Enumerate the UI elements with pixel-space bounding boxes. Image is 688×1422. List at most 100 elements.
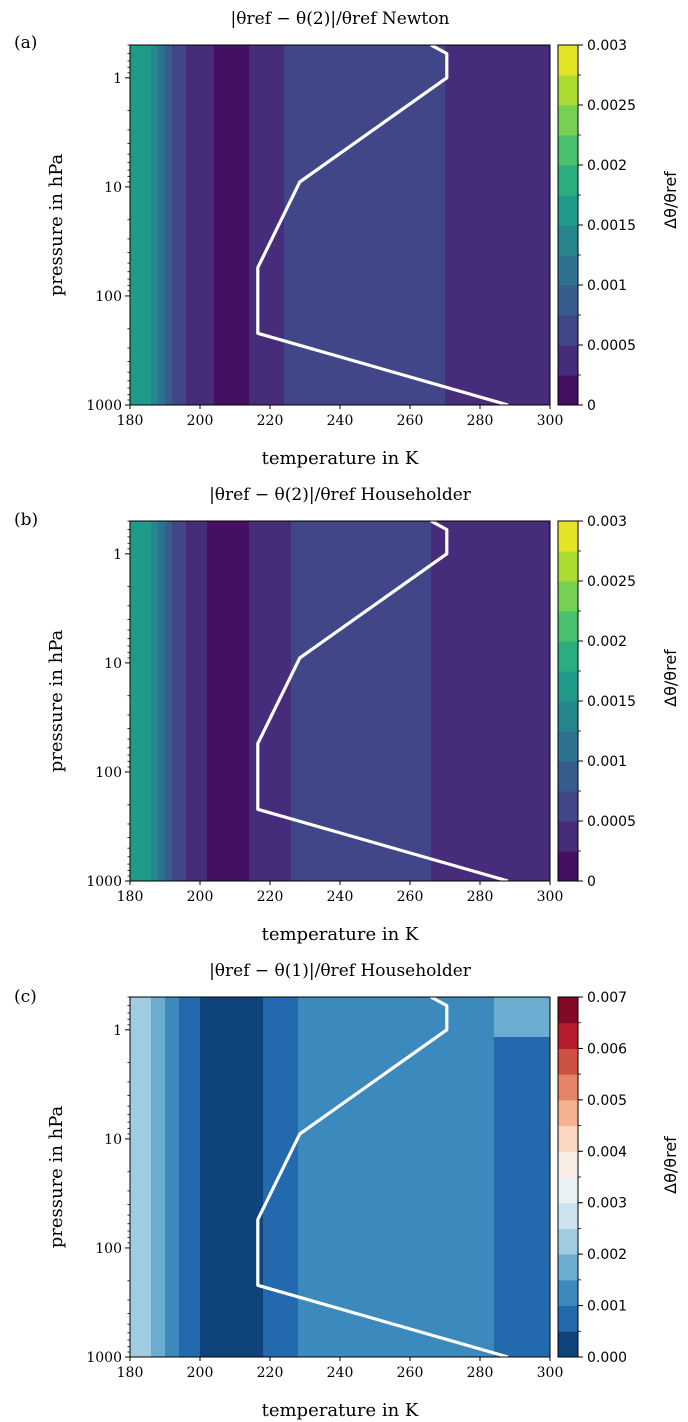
heatmap-cell bbox=[417, 180, 425, 186]
heatmap-cell bbox=[193, 165, 201, 171]
heatmap-cell bbox=[473, 90, 481, 96]
heatmap-cell bbox=[298, 335, 306, 341]
heatmap-cell bbox=[319, 215, 327, 221]
heatmap-cell bbox=[319, 190, 327, 196]
heatmap-cell bbox=[445, 370, 453, 376]
heatmap-cell bbox=[536, 290, 544, 296]
heatmap-cell bbox=[543, 275, 550, 281]
heatmap-cell bbox=[494, 115, 502, 121]
heatmap-cell bbox=[319, 175, 327, 181]
heatmap-cell bbox=[221, 230, 229, 236]
heatmap-cell bbox=[522, 280, 530, 286]
heatmap-cell bbox=[291, 215, 299, 221]
heatmap-cell bbox=[193, 60, 201, 66]
heatmap-cell bbox=[340, 170, 348, 176]
heatmap-cell bbox=[347, 120, 355, 126]
heatmap-cell bbox=[249, 240, 257, 246]
heatmap-cell bbox=[424, 270, 432, 276]
heatmap-cell bbox=[480, 125, 488, 131]
heatmap-cell bbox=[284, 375, 292, 381]
heatmap-cell bbox=[186, 551, 194, 557]
heatmap-cell bbox=[347, 195, 355, 201]
heatmap-cell bbox=[221, 350, 229, 356]
heatmap-cell bbox=[221, 185, 229, 191]
heatmap-cell bbox=[305, 130, 313, 136]
heatmap-cell bbox=[235, 110, 243, 116]
heatmap-cell bbox=[165, 180, 173, 186]
heatmap-cell bbox=[221, 235, 229, 241]
heatmap-cell bbox=[459, 225, 467, 231]
heatmap-cell bbox=[333, 365, 341, 371]
heatmap-cell bbox=[137, 145, 145, 151]
heatmap-cell bbox=[298, 305, 306, 311]
heatmap-cell bbox=[487, 300, 495, 306]
heatmap-cell bbox=[536, 380, 544, 386]
heatmap-cell bbox=[158, 305, 166, 311]
heatmap-cell bbox=[214, 90, 222, 96]
heatmap-cell bbox=[193, 135, 201, 141]
heatmap-cell bbox=[361, 120, 369, 126]
heatmap-cell bbox=[459, 345, 467, 351]
heatmap-cell bbox=[298, 340, 306, 346]
heatmap-cell bbox=[522, 135, 530, 141]
heatmap-cell bbox=[270, 65, 278, 71]
heatmap-cell bbox=[459, 160, 467, 166]
heatmap-cell bbox=[417, 355, 425, 361]
heatmap-cell bbox=[130, 135, 138, 141]
heatmap-cell bbox=[186, 546, 194, 552]
heatmap-cell bbox=[340, 45, 348, 51]
heatmap-cell bbox=[242, 551, 250, 557]
heatmap-cell bbox=[354, 65, 362, 71]
heatmap-cell bbox=[473, 400, 481, 405]
heatmap-cell bbox=[438, 390, 446, 396]
heatmap-cell bbox=[501, 185, 509, 191]
heatmap-cell bbox=[340, 295, 348, 301]
heatmap-cell bbox=[242, 400, 250, 405]
heatmap-cell bbox=[536, 110, 544, 116]
heatmap-cell bbox=[186, 50, 194, 56]
heatmap-cell bbox=[151, 195, 159, 201]
heatmap-cell bbox=[151, 345, 159, 351]
heatmap-cell bbox=[326, 115, 334, 121]
heatmap-cell bbox=[375, 521, 383, 527]
heatmap-cell bbox=[158, 385, 166, 391]
heatmap-cell bbox=[445, 270, 453, 276]
heatmap-cell bbox=[445, 175, 453, 181]
heatmap-cell bbox=[256, 235, 264, 241]
heatmap-cell bbox=[193, 55, 201, 61]
heatmap-cell bbox=[221, 305, 229, 311]
heatmap-cell bbox=[536, 220, 544, 226]
heatmap-cell bbox=[256, 255, 264, 261]
heatmap-cell bbox=[424, 150, 432, 156]
heatmap-cell bbox=[235, 50, 243, 56]
heatmap-cell bbox=[466, 195, 474, 201]
heatmap-cell bbox=[263, 185, 271, 191]
heatmap-cell bbox=[207, 265, 215, 271]
heatmap-cell bbox=[529, 100, 537, 106]
heatmap-cell bbox=[151, 305, 159, 311]
heatmap-cell bbox=[536, 210, 544, 216]
heatmap-cell bbox=[340, 280, 348, 286]
heatmap-cell bbox=[494, 265, 502, 271]
heatmap-cell bbox=[130, 561, 138, 567]
heatmap-cell bbox=[179, 100, 187, 106]
heatmap-cell bbox=[172, 245, 180, 251]
heatmap-cell bbox=[466, 120, 474, 126]
heatmap-cell bbox=[249, 265, 257, 271]
heatmap-cell bbox=[263, 255, 271, 261]
heatmap-cell bbox=[473, 541, 481, 547]
heatmap-cell bbox=[361, 215, 369, 221]
heatmap-cell bbox=[529, 190, 537, 196]
heatmap-cell bbox=[298, 195, 306, 201]
heatmap-cell bbox=[256, 75, 264, 81]
heatmap-cell bbox=[291, 155, 299, 161]
heatmap-cell bbox=[494, 546, 502, 552]
heatmap-cell bbox=[193, 155, 201, 161]
heatmap-cell bbox=[375, 80, 383, 86]
heatmap-cell bbox=[354, 115, 362, 121]
heatmap-cell bbox=[186, 230, 194, 236]
heatmap-cell bbox=[137, 265, 145, 271]
heatmap-cell bbox=[186, 70, 194, 76]
heatmap-cell bbox=[382, 315, 390, 321]
heatmap-cell bbox=[515, 45, 523, 51]
